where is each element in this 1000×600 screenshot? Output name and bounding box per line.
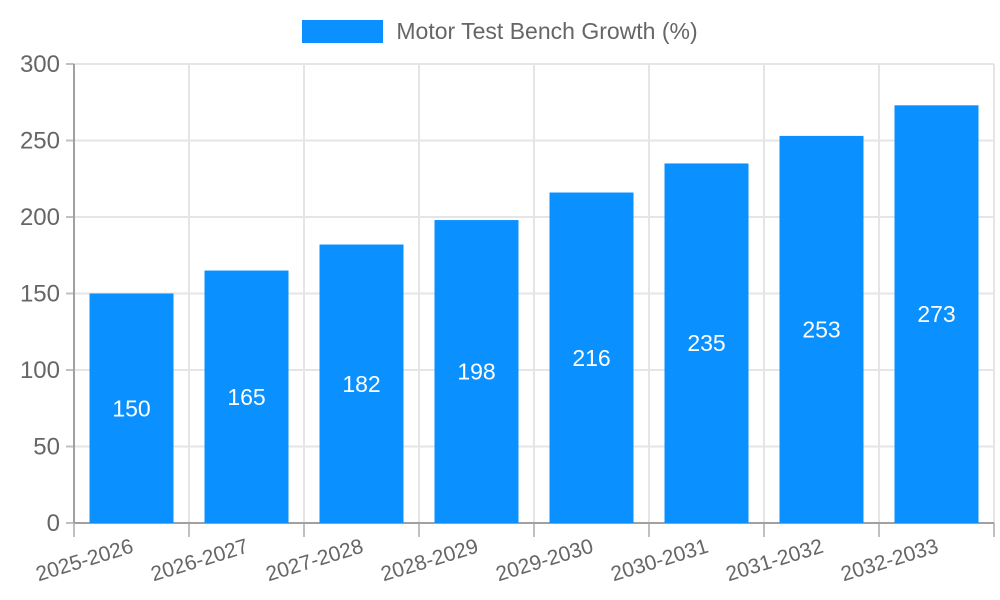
legend-label: Motor Test Bench Growth (%): [396, 18, 698, 44]
bar[interactable]: [434, 220, 519, 523]
x-tick-label: 2032-2033: [838, 535, 941, 586]
x-tick-label: 2029-2030: [493, 535, 596, 586]
y-tick-label: 0: [47, 510, 60, 537]
x-tick-label: 2030-2031: [608, 535, 711, 586]
bar[interactable]: [549, 192, 634, 523]
bar[interactable]: [779, 135, 864, 523]
bar-value-label: 198: [457, 359, 495, 385]
y-tick-label: 100: [20, 357, 60, 384]
bar[interactable]: [89, 293, 174, 524]
x-tick-label: 2031-2032: [723, 535, 826, 586]
y-tick-label: 300: [20, 51, 60, 78]
legend[interactable]: Motor Test Bench Growth (%): [0, 18, 1000, 45]
bar[interactable]: [204, 270, 289, 523]
bar-value-label: 216: [572, 345, 610, 371]
bar-value-label: 235: [687, 330, 725, 356]
bar-value-label: 165: [227, 384, 265, 410]
x-tick-label: 2027-2028: [263, 535, 366, 586]
y-tick-label: 250: [20, 128, 60, 155]
bar[interactable]: [894, 105, 979, 523]
bar[interactable]: [319, 244, 404, 524]
x-tick-label: 2028-2029: [378, 535, 481, 586]
y-tick-label: 150: [20, 281, 60, 308]
bar-value-label: 253: [802, 316, 840, 342]
bar[interactable]: [664, 163, 749, 523]
bar-value-label: 273: [917, 301, 955, 327]
y-tick-label: 200: [20, 204, 60, 231]
bar-value-label: 150: [112, 395, 150, 421]
legend-swatch-icon: [302, 20, 384, 43]
x-tick-label: 2026-2027: [148, 535, 251, 586]
y-tick-label: 50: [33, 434, 60, 461]
x-tick-label: 2025-2026: [33, 535, 136, 586]
bar-value-label: 182: [342, 371, 380, 397]
